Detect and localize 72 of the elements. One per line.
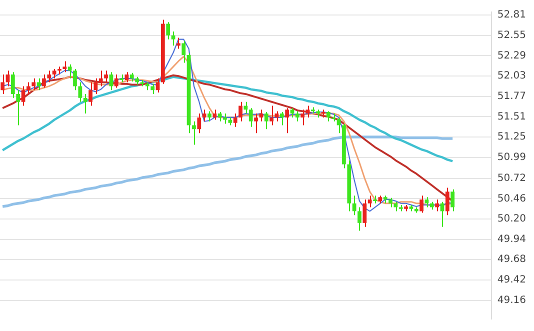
y-tick-label: 50.46: [497, 193, 526, 204]
candlestick: [62, 60, 67, 73]
candlestick: [212, 109, 217, 120]
candlestick: [394, 201, 398, 212]
candlestick: [274, 110, 279, 122]
candlestick: [68, 64, 72, 79]
y-tick-label: 49.68: [497, 254, 526, 266]
y-tick-label: 52.03: [497, 70, 526, 82]
candlestick: [21, 86, 26, 106]
candlestick: [192, 120, 196, 146]
candlestick: [166, 22, 170, 40]
y-tick-label: 51.25: [497, 132, 526, 143]
candlestick: [26, 82, 30, 95]
candlestick: [254, 113, 258, 134]
candlestick: [124, 72, 129, 83]
candlestick: [248, 108, 253, 128]
candlestick: [114, 74, 118, 88]
y-tick-label: 51.77: [497, 90, 526, 102]
y-tick-label: 49.94: [497, 234, 526, 245]
candlestick: [259, 109, 264, 122]
candlestick: [300, 109, 305, 126]
candlestick: [264, 111, 268, 130]
candlestick: [0, 74, 5, 95]
candlestick: [47, 70, 52, 83]
candlestick: [32, 78, 36, 91]
candlestick: [445, 187, 450, 216]
candlestick: [295, 110, 300, 122]
candlestick: [450, 188, 455, 212]
candlestick: [78, 82, 82, 102]
y-tick-label: 52.81: [497, 10, 526, 21]
candlestick: [104, 70, 108, 83]
candlestick: [42, 74, 46, 88]
candlestick: [171, 31, 176, 46]
candlestick: [83, 94, 88, 114]
y-tick-label: 52.55: [497, 30, 526, 42]
candlestick: [306, 105, 310, 118]
candlestick: [233, 113, 238, 128]
candlestick: [202, 109, 206, 122]
candlestick: [244, 101, 248, 114]
candlestick: [285, 108, 290, 134]
candlestick: [73, 68, 77, 91]
candlestick: [98, 70, 103, 87]
candlestick: [6, 70, 10, 87]
candlestick: [420, 195, 424, 214]
y-tick-label: 50.20: [497, 214, 526, 225]
candlestick: [208, 110, 212, 122]
candlestick: [10, 72, 15, 98]
y-tick-label: 50.99: [497, 152, 526, 163]
y-tick-label: 51.51: [497, 111, 526, 122]
candlestick: [238, 101, 242, 122]
y-tick-label: 52.29: [497, 50, 526, 62]
candlestick: [52, 68, 56, 79]
y-tick-label: 49.16: [497, 294, 526, 306]
candlestick: [290, 108, 294, 118]
candlestick: [435, 198, 439, 212]
candlestick: [182, 40, 186, 64]
candlestick: [197, 113, 202, 134]
candlestick: [424, 196, 429, 208]
candlestick: [150, 83, 155, 95]
candlestick: [336, 116, 341, 134]
candlestick: [218, 111, 222, 122]
candlestick: [270, 105, 274, 126]
candlestick: [362, 198, 367, 228]
candlestick: [326, 110, 330, 122]
y-tick-label: 49.42: [497, 274, 526, 286]
candlestick: [223, 113, 227, 124]
candlestick: [280, 111, 284, 126]
candlestick: [176, 37, 180, 50]
candlestick: [358, 206, 362, 232]
candlestick: [368, 195, 372, 208]
y-tick-label: 50.72: [497, 172, 526, 184]
candlestick: [16, 90, 20, 126]
